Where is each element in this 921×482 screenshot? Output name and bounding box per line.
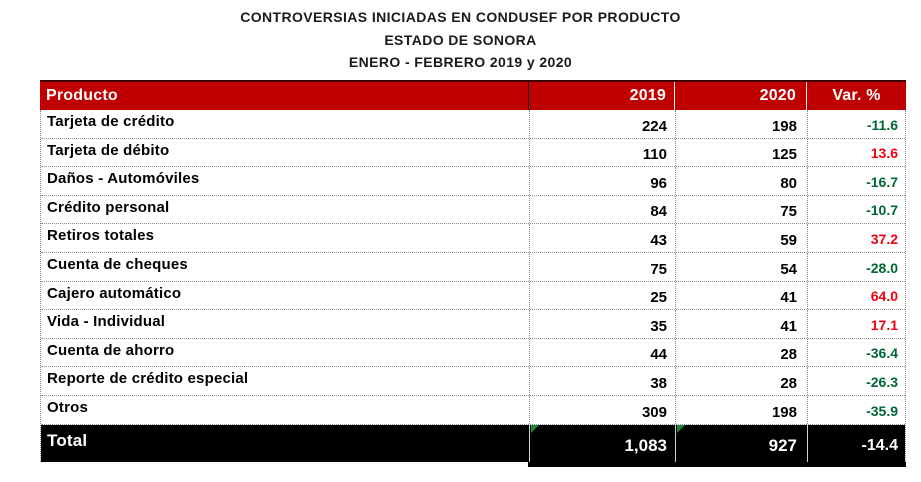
product-cell: Tarjeta de débito bbox=[47, 141, 170, 159]
product-cell: Cuenta de cheques bbox=[47, 255, 188, 273]
table-row: Cuenta de ahorro 44 28 -36.4 bbox=[41, 338, 907, 368]
header-var-pct: Var. % bbox=[806, 82, 906, 110]
product-cell: Vida - Individual bbox=[47, 313, 166, 331]
var-pct-cell: 64.0 bbox=[807, 281, 907, 310]
total-2019-cell: 1,083 bbox=[529, 424, 675, 462]
value-2020-cell: 41 bbox=[675, 281, 807, 310]
total-label-cell: Total bbox=[47, 430, 88, 450]
var-pct-cell: 17.1 bbox=[807, 310, 907, 338]
var-pct-cell: -11.6 bbox=[807, 110, 907, 138]
product-cell: Reporte de crédito especial bbox=[47, 370, 249, 388]
table-row: Reporte de crédito especial 38 28 -26.3 bbox=[41, 367, 905, 396]
table-body: Tarjeta de crédito 224 198 -11.6 Tarjeta… bbox=[41, 110, 905, 425]
total-2019-value: 1,083 bbox=[624, 435, 667, 455]
value-2019-cell: 44 bbox=[529, 338, 675, 367]
value-2019-cell: 224 bbox=[529, 110, 675, 138]
var-pct-cell: -36.4 bbox=[807, 338, 907, 367]
title-line-1: CONTROVERSIAS INICIADAS EN CONDUSEF POR … bbox=[240, 9, 681, 25]
total-row: Total 1,083 927 -14.4 bbox=[41, 424, 907, 462]
table-row: Vida - Individual 35 41 17.1 bbox=[41, 310, 905, 339]
total-row-extension bbox=[528, 461, 906, 467]
table-row: Crédito personal 84 75 -10.7 bbox=[41, 195, 907, 225]
product-cell: Otros bbox=[47, 398, 89, 416]
product-cell: Cajero automático bbox=[47, 284, 182, 302]
table-row: Tarjeta de débito 110 125 13.6 bbox=[41, 138, 907, 168]
product-cell: Daños - Automóviles bbox=[47, 170, 200, 188]
value-2020-cell: 54 bbox=[675, 252, 807, 281]
controversias-table: Producto 2019 2020 Var. % Tarjeta de cré… bbox=[40, 80, 906, 467]
table-row: Retiros totales 43 59 37.2 bbox=[41, 224, 905, 253]
table-body-wrapper: Tarjeta de crédito 224 198 -11.6 Tarjeta… bbox=[40, 110, 906, 462]
value-2019-cell: 38 bbox=[529, 367, 675, 395]
header-producto: Producto bbox=[46, 87, 118, 104]
flag-triangle-icon bbox=[677, 424, 685, 433]
value-2019-cell: 96 bbox=[529, 167, 675, 195]
var-pct-cell: -10.7 bbox=[807, 195, 907, 224]
product-cell: Retiros totales bbox=[47, 227, 155, 245]
table-header-row: Producto 2019 2020 Var. % bbox=[40, 80, 906, 110]
table-row: Daños - Automóviles 96 80 -16.7 bbox=[41, 167, 905, 196]
title-line-3: ENERO - FEBRERO 2019 y 2020 bbox=[348, 54, 573, 70]
table-row: Otros 309 198 -35.9 bbox=[41, 395, 907, 425]
total-2020-value: 927 bbox=[768, 435, 797, 455]
product-cell: Crédito personal bbox=[47, 198, 170, 216]
header-2020: 2020 bbox=[674, 82, 806, 110]
value-2020-cell: 28 bbox=[675, 338, 807, 367]
value-2019-cell: 25 bbox=[529, 281, 675, 310]
value-2020-cell: 80 bbox=[675, 167, 807, 195]
var-pct-cell: 13.6 bbox=[807, 138, 907, 167]
product-cell: Tarjeta de crédito bbox=[47, 113, 175, 130]
product-cell: Cuenta de ahorro bbox=[47, 341, 175, 359]
header-2019: 2019 bbox=[528, 82, 674, 110]
value-2020-cell: 28 bbox=[675, 367, 807, 395]
value-2020-cell: 75 bbox=[675, 195, 807, 224]
value-2019-cell: 35 bbox=[529, 310, 675, 338]
value-2020-cell: 198 bbox=[675, 110, 807, 138]
table-row: Tarjeta de crédito 224 198 -11.6 bbox=[41, 110, 905, 139]
table-row: Cuenta de cheques 75 54 -28.0 bbox=[41, 252, 907, 282]
var-pct-cell: 37.2 bbox=[807, 224, 907, 252]
value-2019-cell: 309 bbox=[529, 395, 675, 424]
var-pct-cell: -16.7 bbox=[807, 167, 907, 195]
value-2020-cell: 59 bbox=[675, 224, 807, 252]
value-2019-cell: 84 bbox=[529, 195, 675, 224]
flag-triangle-icon bbox=[531, 424, 539, 433]
value-2020-cell: 125 bbox=[675, 138, 807, 167]
table-row: Cajero automático 25 41 64.0 bbox=[41, 281, 907, 311]
var-pct-cell: -35.9 bbox=[807, 395, 907, 424]
var-pct-cell: -26.3 bbox=[807, 367, 907, 395]
value-2019-cell: 75 bbox=[529, 252, 675, 281]
value-2019-cell: 43 bbox=[529, 224, 675, 252]
total-var-cell: -14.4 bbox=[807, 424, 907, 462]
value-2020-cell: 198 bbox=[675, 395, 807, 424]
value-2019-cell: 110 bbox=[529, 138, 675, 167]
total-2020-cell: 927 bbox=[675, 424, 807, 462]
value-2020-cell: 41 bbox=[675, 310, 807, 338]
title-line-2: ESTADO DE SONORA bbox=[384, 31, 537, 48]
report-title: CONTROVERSIAS INICIADAS EN CONDUSEF POR … bbox=[0, 6, 921, 74]
var-pct-cell: -28.0 bbox=[807, 252, 907, 281]
